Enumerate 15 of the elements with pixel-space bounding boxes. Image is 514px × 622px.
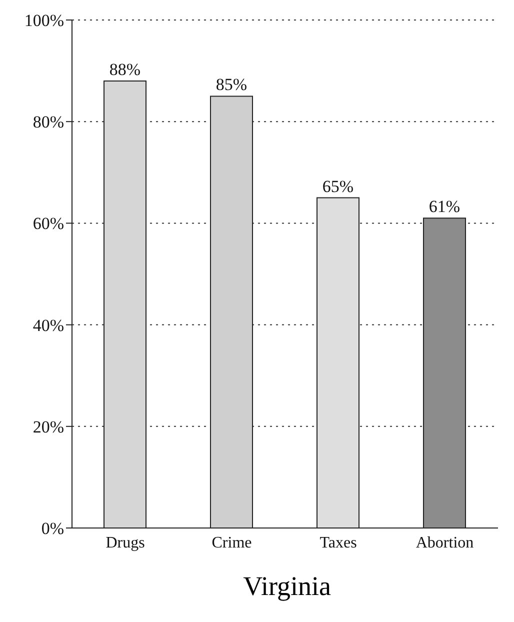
y-tick-label: 20%: [32, 417, 64, 436]
y-tick-label: 80%: [32, 112, 64, 132]
data-label: 65%: [322, 176, 354, 196]
y-tick-label: 100%: [24, 11, 64, 30]
y-tick-label: 0%: [41, 519, 64, 538]
x-tick-label: Abortion: [416, 534, 474, 552]
data-label: 88%: [109, 60, 141, 79]
data-label: 61%: [428, 197, 460, 216]
x-tick-label: Drugs: [106, 534, 145, 552]
y-tick-label: 40%: [32, 316, 64, 335]
x-tick-label: Taxes: [320, 534, 357, 552]
data-label: 85%: [216, 75, 248, 94]
x-tick-label: Crime: [212, 534, 252, 552]
y-tick-label: 60%: [32, 214, 64, 234]
text: Virginia: [242, 571, 332, 602]
